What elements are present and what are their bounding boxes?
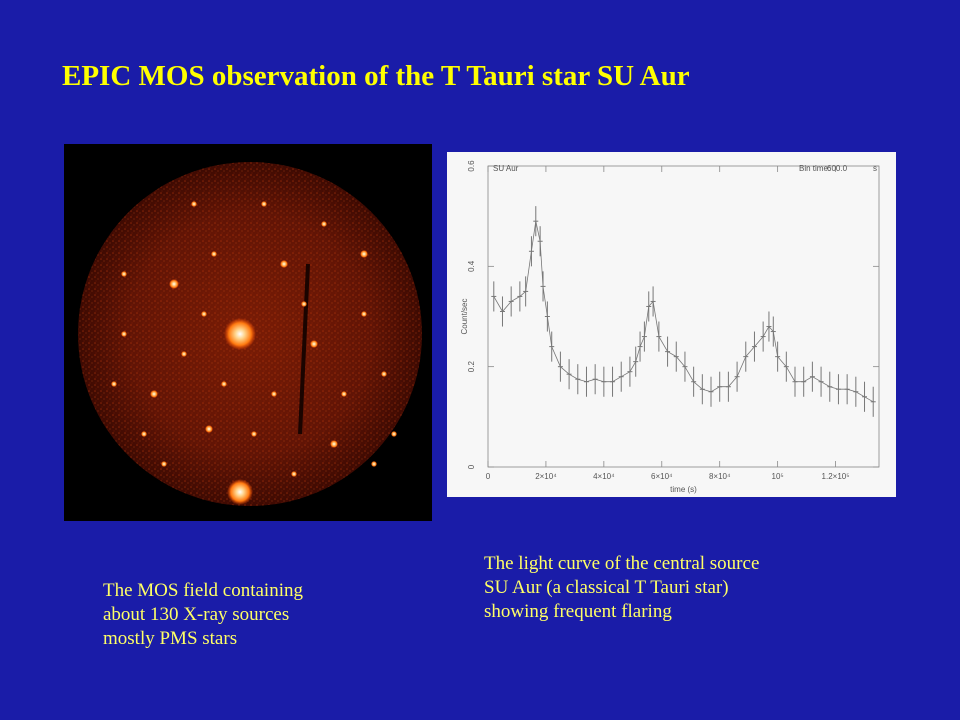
bin-time-unit: s — [873, 164, 877, 173]
x-tick-label: 8×10⁴ — [709, 472, 731, 481]
x-tick-label: 0 — [486, 472, 491, 481]
y-tick-label: 0.2 — [467, 361, 476, 373]
bin-time-label: Bin time: — [799, 164, 830, 173]
xray-source — [330, 440, 338, 448]
caption-line: about 130 X-ray sources — [103, 604, 290, 625]
y-tick-label: 0.4 — [467, 260, 476, 272]
light-curve-line — [493, 221, 874, 403]
bin-time-value: 600.0 — [827, 164, 848, 173]
plot-frame — [487, 165, 880, 468]
x-tick-label: 6×10⁴ — [651, 472, 673, 481]
xray-source — [291, 471, 297, 477]
xray-source — [191, 201, 197, 207]
xray-source — [221, 381, 227, 387]
x-axis-label: time (s) — [670, 485, 697, 494]
caption-line: mostly PMS stars — [103, 628, 238, 649]
y-tick-label: 0.6 — [467, 160, 476, 172]
xray-source — [251, 431, 257, 437]
xray-source — [341, 391, 347, 397]
xray-source — [391, 431, 397, 437]
xray-source — [181, 351, 187, 357]
xray-source — [141, 431, 147, 437]
caption-line: showing frequent flaring — [484, 601, 672, 622]
x-tick-label: 1.2×10⁵ — [822, 472, 850, 481]
caption-line: The MOS field containing — [103, 580, 303, 601]
caption-line: SU Aur (a classical T Tauri star) — [484, 577, 729, 598]
xray-source — [161, 461, 167, 467]
xray-source — [361, 311, 367, 317]
xray-source — [321, 221, 327, 227]
xray-source — [224, 318, 256, 350]
xray-source — [201, 311, 207, 317]
caption-line: The light curve of the central source — [484, 553, 760, 574]
xray-source — [121, 331, 127, 337]
xray-source — [121, 271, 127, 277]
xray-source — [371, 461, 377, 467]
xray-source — [150, 390, 158, 398]
y-tick-label: 0 — [467, 464, 476, 469]
xray-source — [301, 301, 307, 307]
xray-source — [111, 381, 117, 387]
y-axis-label: Count/sec — [460, 298, 469, 334]
light-curve-panel: 0 2×10⁴ 4×10⁴ 6×10⁴ 8×10⁴ 10⁵ 1.2×10⁵ 0 0.2 0.4 0.… — [447, 152, 896, 497]
xray-source — [205, 425, 213, 433]
x-tick-label: 2×10⁴ — [535, 472, 557, 481]
light-curve-caption: The light curve of the central source SU… — [484, 552, 904, 624]
xray-source — [227, 479, 253, 505]
xray-source — [381, 371, 387, 377]
x-tick-label: 10⁵ — [772, 472, 784, 481]
slide-title: EPIC MOS observation of the T Tauri star… — [62, 60, 690, 92]
xray-source — [310, 340, 318, 348]
xray-source — [261, 201, 267, 207]
xray-source — [211, 251, 217, 257]
xray-source — [271, 391, 277, 397]
x-tick-label: 4×10⁴ — [593, 472, 615, 481]
xray-source — [280, 260, 288, 268]
xray-source — [169, 279, 179, 289]
xray-sources — [111, 201, 397, 505]
mos-field-image — [64, 144, 432, 521]
mos-field-caption: The MOS field containing about 130 X-ray… — [103, 579, 403, 651]
chart-title: SU Aur — [493, 164, 519, 173]
xray-source — [360, 250, 368, 258]
